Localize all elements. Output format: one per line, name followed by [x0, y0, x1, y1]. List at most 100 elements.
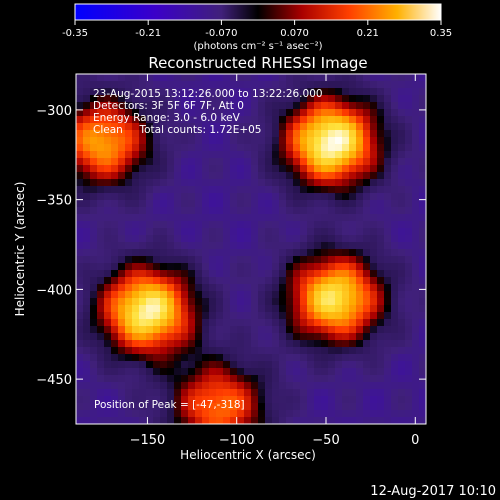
- heatmap-cell: [153, 88, 161, 96]
- heatmap-cell: [321, 326, 329, 334]
- heatmap-cell: [244, 410, 252, 418]
- heatmap-cell: [356, 389, 364, 397]
- heatmap-cell: [83, 179, 91, 187]
- heatmap-cell: [118, 291, 126, 299]
- heatmap-cell: [230, 249, 238, 257]
- heatmap-cell: [153, 382, 161, 390]
- heatmap-cell: [195, 102, 203, 110]
- heatmap-cell: [76, 256, 84, 264]
- heatmap-cell: [265, 130, 273, 138]
- heatmap-cell: [419, 256, 427, 264]
- heatmap-cell: [139, 361, 147, 369]
- heatmap-cell: [146, 95, 154, 103]
- y-tick-label: −350: [36, 194, 72, 209]
- heatmap-cell: [335, 130, 343, 138]
- heatmap-cell: [342, 263, 350, 271]
- heatmap-cell: [83, 235, 91, 243]
- heatmap-cell: [202, 130, 210, 138]
- heatmap-cell: [125, 382, 133, 390]
- heatmap-cell: [223, 396, 231, 404]
- heatmap-cell: [335, 235, 343, 243]
- heatmap-cell: [195, 235, 203, 243]
- heatmap-cell: [398, 361, 406, 369]
- heatmap-cell: [377, 277, 385, 285]
- heatmap-cell: [83, 396, 91, 404]
- heatmap-cell: [286, 242, 294, 250]
- heatmap-cell: [419, 277, 427, 285]
- heatmap-cell: [363, 298, 371, 306]
- heatmap-cell: [167, 326, 175, 334]
- heatmap-cell: [286, 361, 294, 369]
- heatmap-cell: [216, 277, 224, 285]
- heatmap-cell: [384, 74, 392, 82]
- heatmap-cell: [370, 333, 378, 341]
- heatmap-cell: [104, 263, 112, 271]
- heatmap-cell: [244, 326, 252, 334]
- heatmap-cell: [83, 347, 91, 355]
- heatmap-cell: [412, 165, 420, 173]
- heatmap-cell: [104, 109, 112, 117]
- heatmap-cell: [405, 165, 413, 173]
- heatmap-cell: [251, 410, 259, 418]
- heatmap-cell: [279, 410, 287, 418]
- heatmap-cell: [97, 396, 105, 404]
- heatmap-cell: [391, 361, 399, 369]
- heatmap-cell: [153, 312, 161, 320]
- heatmap-cell: [377, 389, 385, 397]
- heatmap-cell: [111, 291, 119, 299]
- heatmap-cell: [104, 116, 112, 124]
- heatmap-cell: [125, 340, 133, 348]
- heatmap-cell: [265, 144, 273, 152]
- heatmap-cell: [188, 242, 196, 250]
- heatmap-cell: [216, 396, 224, 404]
- heatmap-cell: [370, 200, 378, 208]
- heatmap-cell: [216, 375, 224, 383]
- heatmap-cell: [377, 81, 385, 89]
- heatmap-cell: [181, 235, 189, 243]
- heatmap-cell: [104, 361, 112, 369]
- heatmap-cell: [125, 361, 133, 369]
- heatmap-cell: [356, 74, 364, 82]
- heatmap-cell: [244, 221, 252, 229]
- heatmap-cell: [251, 235, 259, 243]
- heatmap-cell: [160, 284, 168, 292]
- heatmap-cell: [272, 284, 280, 292]
- heatmap-cell: [132, 389, 140, 397]
- heatmap-cell: [132, 298, 140, 306]
- heatmap-cell: [307, 95, 315, 103]
- heatmap-cell: [223, 249, 231, 257]
- heatmap-cell: [279, 326, 287, 334]
- heatmap-cell: [272, 263, 280, 271]
- heatmap-cell: [293, 109, 301, 117]
- heatmap-cell: [335, 186, 343, 194]
- heatmap-cell: [370, 116, 378, 124]
- heatmap-cell: [174, 172, 182, 180]
- heatmap-cell: [153, 389, 161, 397]
- heatmap-cell: [279, 340, 287, 348]
- colorbar-tick-label: -0.35: [62, 28, 88, 39]
- heatmap-cell: [412, 158, 420, 166]
- heatmap-cell: [356, 340, 364, 348]
- heatmap-cell: [356, 312, 364, 320]
- heatmap-cell: [370, 130, 378, 138]
- heatmap-cell: [370, 389, 378, 397]
- heatmap-cell: [188, 256, 196, 264]
- heatmap-cell: [132, 396, 140, 404]
- heatmap-cell: [279, 368, 287, 376]
- heatmap-cell: [146, 144, 154, 152]
- heatmap-cell: [412, 368, 420, 376]
- heatmap-cell: [209, 109, 217, 117]
- heatmap-cell: [300, 368, 308, 376]
- heatmap-cell: [181, 214, 189, 222]
- heatmap-cell: [363, 172, 371, 180]
- heatmap-cell: [300, 263, 308, 271]
- heatmap-cell: [405, 200, 413, 208]
- heatmap-cell: [405, 284, 413, 292]
- heatmap-cell: [335, 95, 343, 103]
- heatmap-cell: [83, 186, 91, 194]
- heatmap-cell: [391, 403, 399, 411]
- heatmap-cell: [342, 165, 350, 173]
- heatmap-cell: [279, 137, 287, 145]
- heatmap-cell: [111, 81, 119, 89]
- heatmap-cell: [174, 74, 182, 82]
